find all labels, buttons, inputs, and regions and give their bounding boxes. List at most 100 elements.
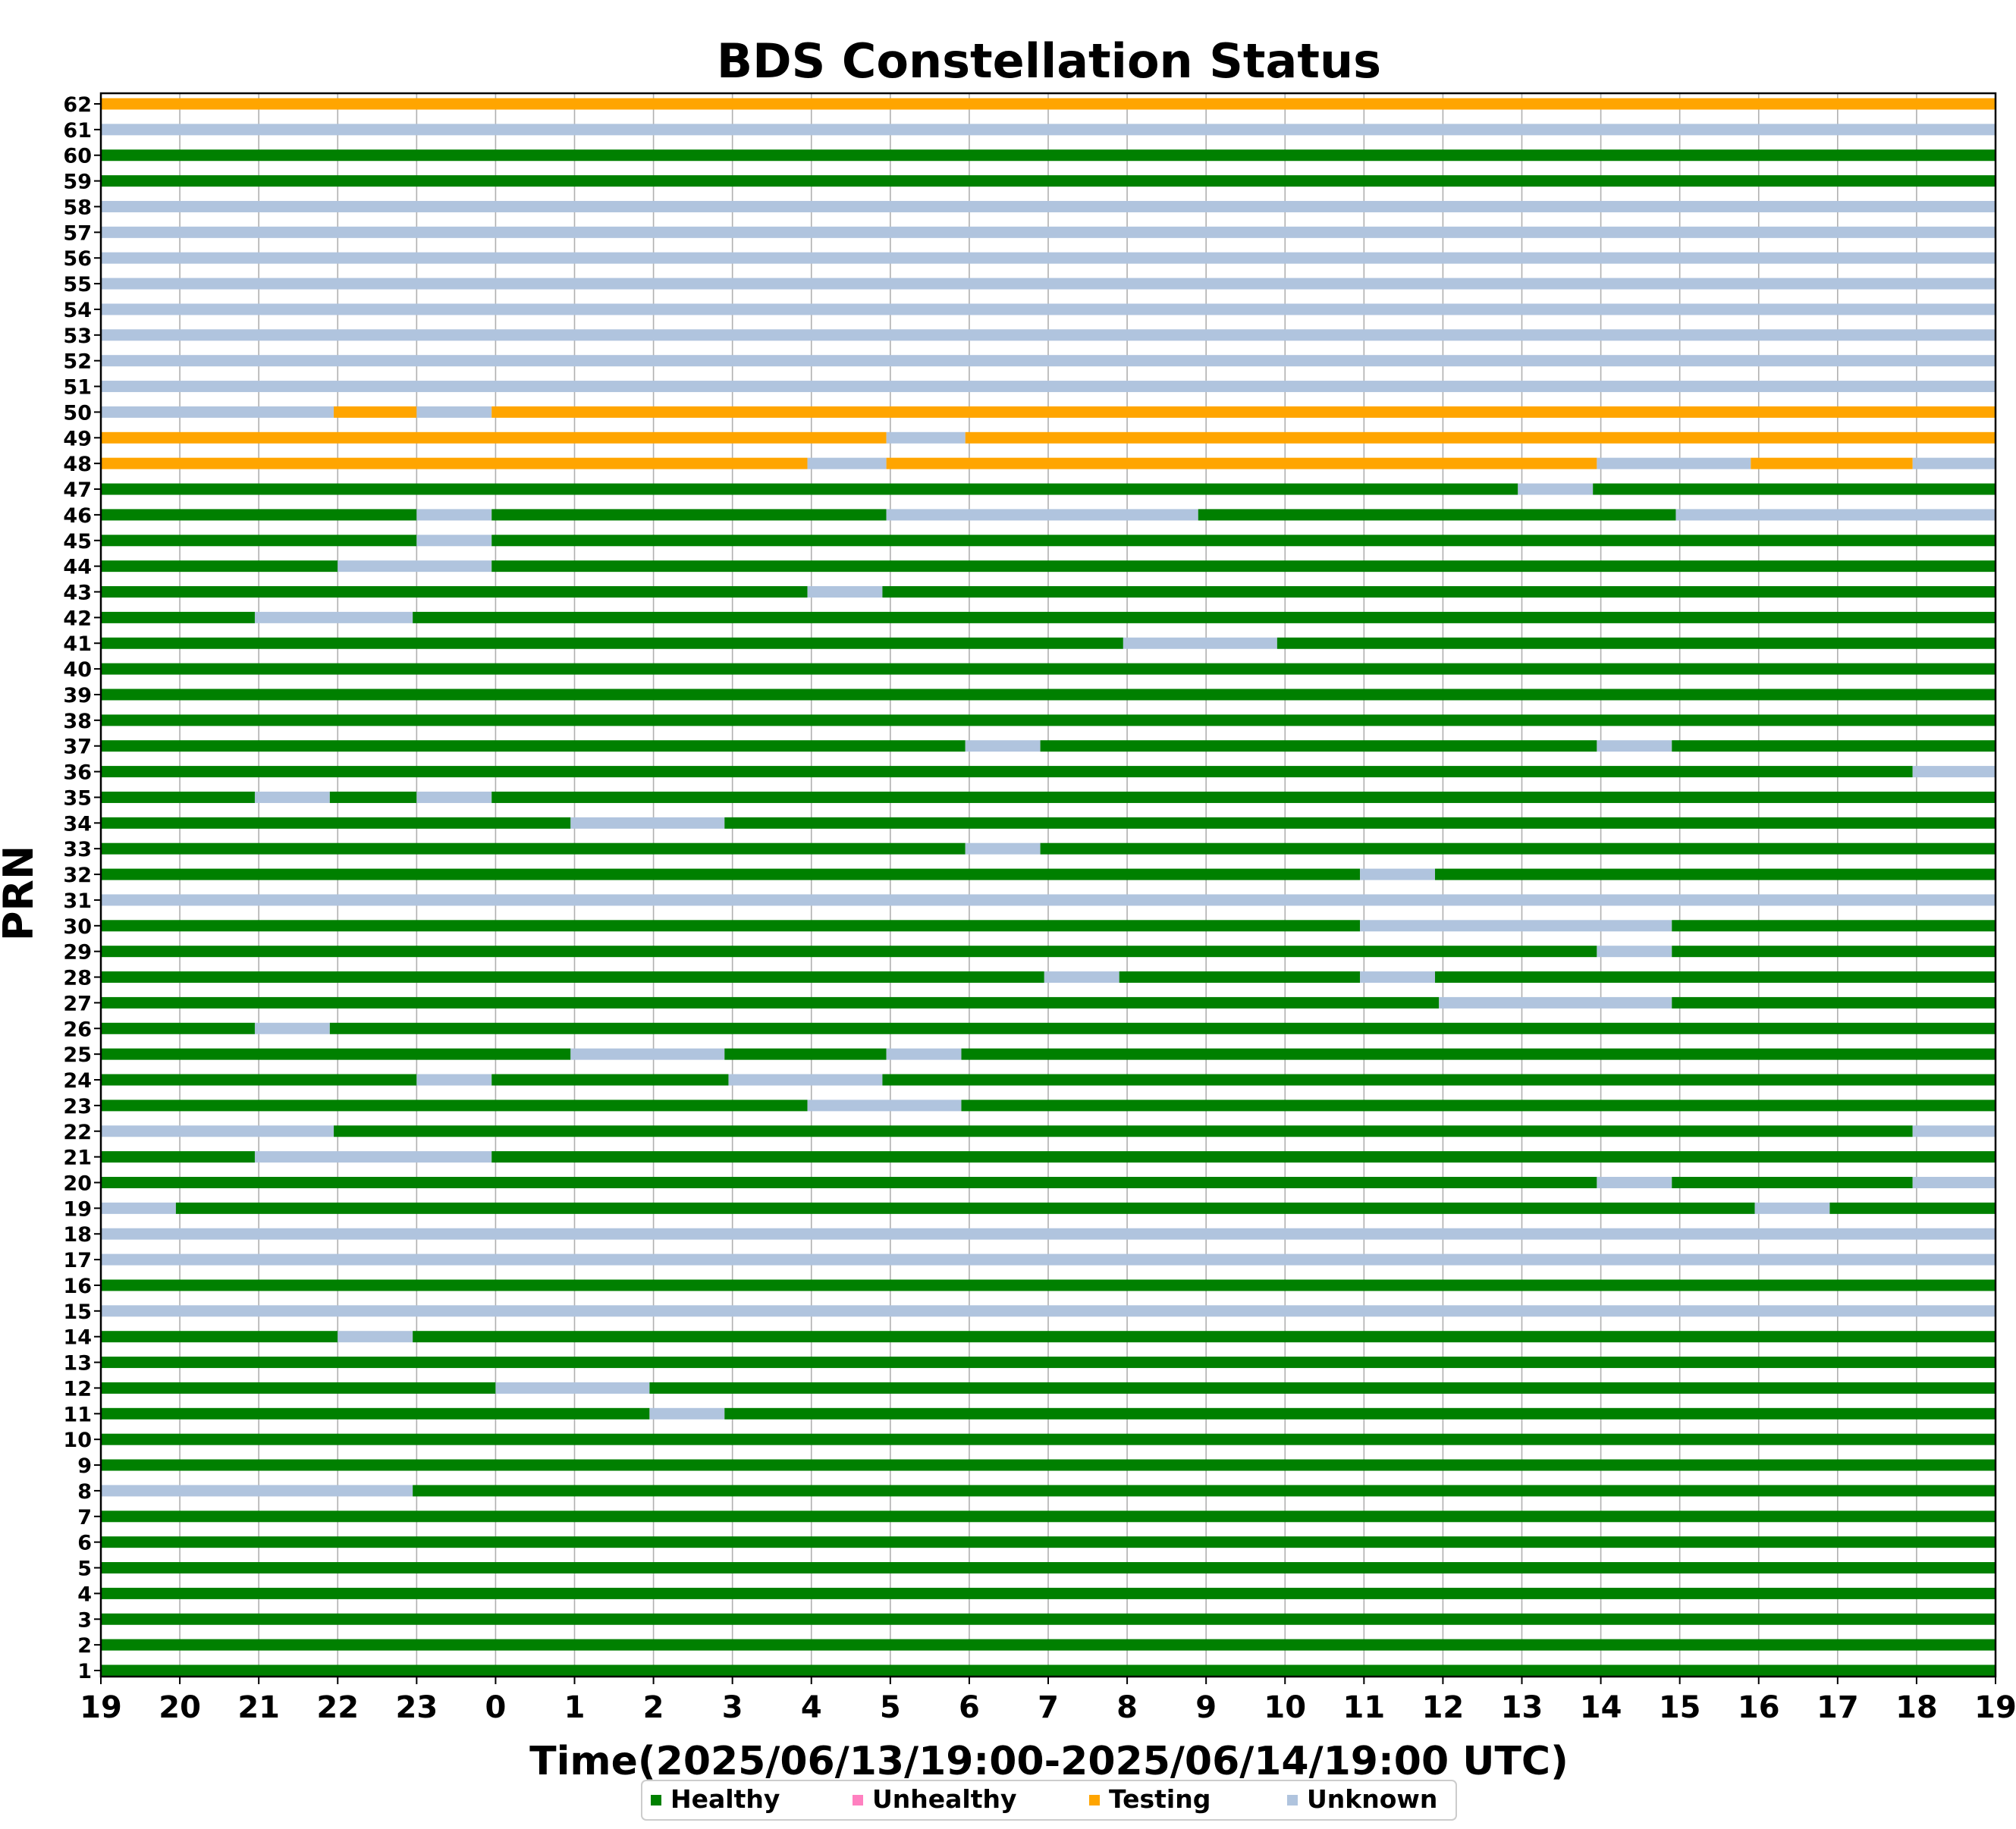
y-tick-label: 57 — [63, 221, 92, 245]
bar-segment — [413, 1331, 1996, 1343]
bar-segment — [1829, 1202, 1996, 1214]
bar-segment — [728, 1074, 883, 1086]
y-tick-label: 13 — [63, 1352, 92, 1376]
y-tick-label: 28 — [63, 967, 92, 990]
bar-segment — [1597, 457, 1751, 469]
y-tick-label: 32 — [63, 864, 92, 887]
y-tick-label: 52 — [63, 350, 92, 374]
bar-segment — [570, 817, 725, 829]
bar-segment — [101, 1228, 1996, 1240]
bar-segment — [1123, 637, 1277, 649]
bar-segment — [338, 560, 492, 573]
bar-segment — [101, 1433, 1996, 1445]
x-tick-label: 14 — [1580, 1690, 1622, 1725]
bar-segment — [101, 1305, 1996, 1317]
bar-segment — [329, 1022, 1996, 1034]
bar-segment — [101, 611, 255, 623]
bar-segment — [101, 1562, 1996, 1574]
bar-segment — [101, 1639, 1996, 1651]
legend-box — [641, 1780, 1457, 1821]
bar-segment — [413, 611, 1996, 623]
bar-segment — [101, 252, 1996, 264]
bar-segment — [101, 1587, 1996, 1599]
bar-segment — [338, 1331, 413, 1343]
bar-segment — [101, 663, 1996, 675]
legend-swatch — [1089, 1795, 1100, 1805]
bar-segment — [101, 1357, 1996, 1369]
bar-segment — [1597, 946, 1672, 958]
x-tick-label: 2 — [643, 1690, 664, 1725]
bar-segment — [1518, 483, 1594, 495]
bar-segment — [101, 996, 1440, 1009]
bar-segment — [491, 1151, 1996, 1163]
x-tick-label: 12 — [1422, 1690, 1465, 1725]
y-tick-label: 25 — [63, 1043, 92, 1067]
y-tick-label: 62 — [63, 93, 92, 117]
y-tick-label: 41 — [63, 632, 92, 656]
y-tick-label: 51 — [63, 376, 92, 400]
x-tick-label: 7 — [1038, 1690, 1059, 1725]
bar-segment — [101, 894, 1996, 906]
bar-segment — [491, 509, 887, 521]
y-tick-label: 36 — [63, 761, 92, 785]
legend-swatch — [1287, 1795, 1298, 1805]
bar-segment — [175, 1202, 1755, 1214]
x-tick-label: 13 — [1501, 1690, 1543, 1725]
bar-segment — [1672, 946, 1996, 958]
y-tick-label: 20 — [63, 1172, 92, 1195]
bar-segment — [101, 842, 966, 855]
y-tick-label: 42 — [63, 607, 92, 630]
x-tick-label: 21 — [237, 1690, 280, 1725]
x-tick-label: 5 — [880, 1690, 901, 1725]
bar-segment — [101, 971, 1044, 984]
y-tick-label: 37 — [63, 736, 92, 759]
bar-segment — [1360, 868, 1436, 880]
y-tick-label: 55 — [63, 273, 92, 296]
bar-segment — [101, 766, 1913, 778]
y-tick-label: 24 — [63, 1069, 92, 1093]
y-tick-label: 48 — [63, 453, 92, 476]
bar-segment — [101, 1459, 1996, 1471]
y-tick-label: 17 — [63, 1249, 92, 1272]
bar-segment — [1435, 971, 1996, 984]
bar-segment — [1754, 1202, 1830, 1214]
x-tick-label: 6 — [959, 1690, 980, 1725]
bar-segment — [1593, 483, 1996, 495]
legend: Healthy Unhealthy Testing Unknown — [641, 1780, 1457, 1821]
x-tick-label: 15 — [1659, 1690, 1701, 1725]
bar-segment — [649, 1382, 1996, 1394]
y-tick-label: 21 — [63, 1147, 92, 1170]
bar-segment — [101, 1125, 334, 1137]
bar-segment — [882, 1074, 1996, 1086]
chart-title: BDS Constellation Status — [717, 33, 1381, 89]
y-tick-label: 34 — [63, 812, 92, 836]
y-tick-label: 39 — [63, 684, 92, 707]
bar-segment — [1672, 996, 1996, 1009]
bar-segment — [101, 740, 966, 752]
y-tick-label: 22 — [63, 1121, 92, 1144]
x-tick-label: 22 — [316, 1690, 359, 1725]
y-tick-label: 12 — [63, 1377, 92, 1401]
bar-segment — [334, 406, 417, 418]
y-tick-label: 59 — [63, 171, 92, 194]
y-tick-label: 16 — [63, 1275, 92, 1298]
bar-segment — [101, 1176, 1597, 1188]
y-tick-label: 61 — [63, 119, 92, 143]
bar-segment — [965, 740, 1041, 752]
x-tick-label: 1 — [564, 1690, 586, 1725]
bar-segment — [101, 1022, 255, 1034]
bar-segment — [101, 791, 255, 803]
bar-segment — [101, 509, 417, 521]
x-tick-label: 23 — [395, 1690, 438, 1725]
y-tick-label: 4 — [77, 1583, 92, 1606]
x-tick-label: 19 — [1974, 1690, 2016, 1725]
y-axis-ticks: 6261605958575655545352515049484746454443… — [63, 93, 101, 1683]
bar-segment — [1439, 996, 1672, 1009]
bar-segment — [1672, 920, 1996, 932]
bar-segment — [101, 1485, 413, 1497]
bar-segment — [101, 303, 1996, 315]
bar-segment — [1198, 509, 1676, 521]
bar-segment — [724, 1048, 887, 1060]
bar-segment — [101, 1279, 1996, 1291]
